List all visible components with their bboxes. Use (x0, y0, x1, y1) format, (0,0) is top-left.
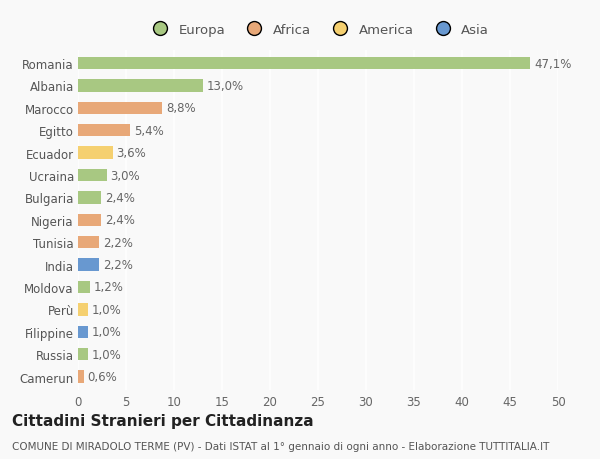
Bar (78, 370, 84, 383)
Bar (78, 259, 99, 271)
Bar (78, 58, 530, 70)
Text: 2,4%: 2,4% (105, 214, 135, 227)
Bar (78, 281, 89, 293)
Bar (78, 192, 101, 204)
Bar (78, 236, 99, 249)
Text: 1,2%: 1,2% (94, 281, 123, 294)
Text: 2,2%: 2,2% (103, 258, 133, 271)
Text: Cittadini Stranieri per Cittadinanza: Cittadini Stranieri per Cittadinanza (12, 413, 314, 428)
Text: 47,1%: 47,1% (534, 57, 571, 70)
Bar (78, 125, 130, 137)
Text: 3,0%: 3,0% (110, 169, 140, 182)
Legend: Europa, Africa, America, Asia: Europa, Africa, America, Asia (143, 20, 493, 40)
Bar (78, 326, 88, 338)
Text: 2,2%: 2,2% (103, 236, 133, 249)
Text: 1,0%: 1,0% (91, 303, 121, 316)
Bar (78, 169, 107, 182)
Text: 5,4%: 5,4% (134, 124, 163, 137)
Text: 13,0%: 13,0% (206, 80, 244, 93)
Text: 1,0%: 1,0% (91, 348, 121, 361)
Text: 0,6%: 0,6% (88, 370, 118, 383)
Text: 8,8%: 8,8% (166, 102, 196, 115)
Text: 2,4%: 2,4% (105, 191, 135, 204)
Text: 3,6%: 3,6% (116, 147, 146, 160)
Bar (78, 102, 163, 115)
Bar (78, 303, 88, 316)
Bar (78, 80, 203, 92)
Bar (78, 147, 113, 159)
Bar (78, 348, 88, 360)
Text: COMUNE DI MIRADOLO TERME (PV) - Dati ISTAT al 1° gennaio di ogni anno - Elaboraz: COMUNE DI MIRADOLO TERME (PV) - Dati IST… (12, 441, 550, 451)
Bar (78, 214, 101, 226)
Text: 1,0%: 1,0% (91, 325, 121, 339)
